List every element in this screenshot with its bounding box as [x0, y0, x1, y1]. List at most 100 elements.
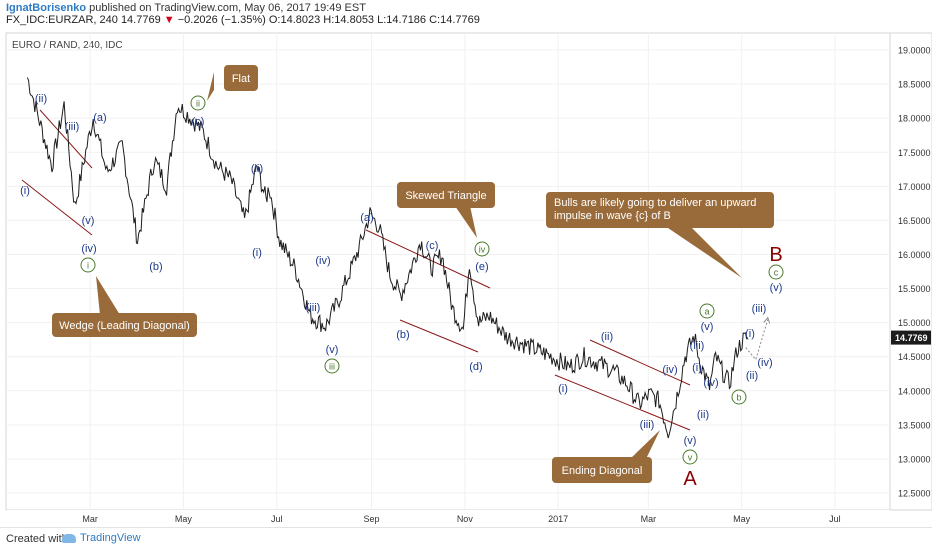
wave-circle [80, 257, 96, 273]
y-tick-label: 19.0000 [898, 46, 931, 56]
callout-text: impulse in wave {c} of B [554, 210, 671, 222]
wave-label: (i) [558, 383, 568, 395]
wave-circle [190, 95, 206, 111]
wave-label: (iv) [703, 377, 718, 389]
x-tick-label: May [733, 514, 751, 524]
price-series-layer [26, 77, 771, 439]
wave-label: (i) [20, 185, 30, 197]
brand-name: TradingView [80, 532, 141, 544]
price-line [26, 77, 749, 439]
wave-label: (ii) [697, 409, 709, 421]
wave-label: v [688, 453, 693, 463]
trendline [554, 374, 691, 431]
price-axis [889, 32, 932, 511]
callout-text: Bulls are likely going to deliver an upw… [554, 197, 756, 209]
wave-label: i [87, 261, 89, 271]
x-tick-label: Mar [82, 514, 98, 524]
y-tick-label: 14.5000 [898, 352, 931, 362]
wave-label: (iii) [65, 121, 80, 133]
y-tick-label: 17.0000 [898, 182, 931, 192]
callout-text: Ending Diagonal [562, 465, 643, 477]
author-name[interactable]: IgnatBorisenko [6, 2, 87, 14]
chart-header: IgnatBorisenko published on TradingView.… [0, 0, 932, 26]
callout-box [224, 65, 258, 91]
callout-box [52, 313, 197, 337]
wave-label: (iv) [315, 255, 330, 267]
callout-layer: Flat Skewed Triangle Bulls are likely goin… [52, 65, 774, 483]
plot-area [5, 32, 891, 511]
callout-pointer [630, 430, 660, 459]
down-arrow-icon: ▼ [163, 14, 175, 26]
callout-pointer [96, 276, 120, 315]
wave-label: (ii) [251, 163, 263, 175]
trendline [589, 339, 691, 386]
y-tick-label: 13.0000 [898, 454, 931, 464]
wave-label: (iii) [640, 419, 655, 431]
wave-label: (iv) [81, 243, 96, 255]
trendline-layer [21, 109, 691, 431]
y-tick-label: 13.5000 [898, 420, 931, 430]
wave-label: (b) [396, 329, 409, 341]
publish-line: IgnatBorisenko published on TradingView.… [6, 2, 366, 14]
trendline [399, 319, 479, 353]
wave-label: (a) [360, 212, 373, 224]
trendline [21, 179, 93, 236]
wave-label: (v) [701, 321, 714, 333]
last-price-text: 14.7769 [895, 333, 928, 343]
callout-text: Skewed Triangle [405, 190, 486, 202]
tradingview-logo[interactable]: TradingView [62, 532, 141, 544]
y-tick-label: 15.0000 [898, 318, 931, 328]
footer: Created with TradingView [0, 527, 932, 551]
callout-pointer [455, 206, 477, 238]
wave-label: (e) [475, 261, 488, 273]
wave-label: (c) [426, 240, 439, 252]
callout-pointer [207, 72, 214, 101]
wave-label-major: B [769, 244, 782, 266]
callout-text: Wedge (Leading Diagonal) [59, 320, 190, 332]
wave-label: (v) [684, 435, 697, 447]
x-tick-label: Nov [457, 514, 474, 524]
wave-label: c [774, 268, 779, 278]
last-price-tag [891, 330, 931, 345]
wave-label: iii [329, 362, 335, 372]
y-tick-label: 16.5000 [898, 216, 931, 226]
wave-circle [731, 389, 747, 405]
y-tick-label: 15.5000 [898, 284, 931, 294]
chart-title: EURO / RAND, 240, IDC [12, 40, 123, 51]
symbol: FX_IDC:EURZAR, 240 [6, 14, 118, 26]
time-axis [6, 510, 890, 527]
symbol-line: FX_IDC:EURZAR, 240 14.7769 ▼ −0.2026 (−1… [6, 14, 480, 26]
wave-label: (d) [469, 361, 482, 373]
callout-pointer [665, 226, 742, 278]
wave-label: (v) [326, 344, 339, 356]
wave-label-layer: (i)(ii)(iii)(iv)(v)i(a)(b)ii(c)(i)(ii)(i… [20, 93, 784, 490]
callout-box [397, 182, 495, 208]
wave-circle [682, 449, 698, 465]
wave-circle [474, 241, 490, 257]
y-tick-label: 18.0000 [898, 114, 931, 124]
callout-box [546, 192, 774, 228]
projection-arrow [745, 319, 769, 361]
trendline [365, 229, 491, 289]
wave-label: iv [479, 245, 486, 255]
wave-label: (v) [82, 215, 95, 227]
wave-label: (ii) [601, 331, 613, 343]
wave-label: (iii) [306, 302, 321, 314]
chart-canvas[interactable]: EURO / RAND, 240, IDC 19.0000 18.5000 18.0… [0, 0, 932, 527]
trendline [39, 109, 93, 169]
wave-circle [324, 358, 340, 374]
ohlc-values: O:14.8023 H:14.8053 L:14.7186 C:14.7769 [268, 14, 480, 26]
x-tick-label: 2017 [548, 514, 568, 524]
wave-label: (ii) [35, 93, 47, 105]
y-tick-label: 16.0000 [898, 250, 931, 260]
callout-text: Flat [232, 73, 250, 85]
wave-label: (iv) [757, 357, 772, 369]
y-tick-label: 12.5000 [898, 488, 931, 498]
wave-label: (i) [252, 247, 262, 259]
last-price: 14.7769 [120, 14, 161, 26]
wave-label: (b) [149, 261, 162, 273]
y-tick-label: 17.5000 [898, 148, 931, 158]
x-tick-label: Sep [364, 514, 380, 524]
projection-arrow-head [763, 316, 771, 324]
y-tick-label: 14.0000 [898, 386, 931, 396]
